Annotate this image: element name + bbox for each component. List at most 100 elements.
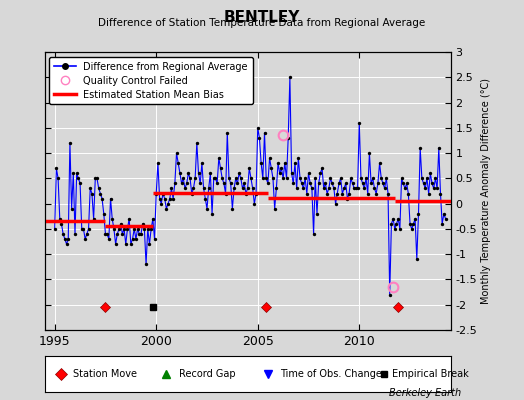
Point [206,170,214,176]
Point [220,180,228,187]
Point [64,236,72,242]
Point [353,185,362,192]
Point [78,226,86,232]
Point [394,216,402,222]
Point [100,210,108,217]
Point [120,226,128,232]
Point [399,180,408,187]
Point [68,206,76,212]
Point [72,170,81,176]
Point [340,185,348,192]
Point [431,175,440,182]
Point [194,170,203,176]
Point [54,175,62,182]
Point [423,175,431,182]
Point [323,190,331,197]
Point [390,226,399,232]
Point [123,226,132,232]
Point [79,226,88,232]
Point [108,216,116,222]
Point [397,175,406,182]
Point [380,185,389,192]
Point [52,165,61,172]
Point [179,175,188,182]
Point [291,160,299,166]
Point [66,140,74,146]
Point [265,155,274,161]
Point [245,165,254,172]
Point [299,185,308,192]
Point [178,180,186,187]
Point [203,206,211,212]
Point [430,185,438,192]
Point [434,145,443,151]
Point [441,216,450,222]
Point [122,241,130,247]
Point [106,195,115,202]
Point [215,155,223,161]
Point [274,160,282,166]
Point [389,216,397,222]
Point [392,221,401,227]
Point [282,175,291,182]
Point [292,185,301,192]
Point [147,226,155,232]
Point [360,185,368,192]
Point [362,175,370,182]
Text: Difference of Station Temperature Data from Regional Average: Difference of Station Temperature Data f… [99,18,425,28]
Point [84,226,93,232]
Point [382,175,390,182]
Point [357,175,365,182]
Point [264,180,272,187]
Point [204,185,213,192]
Point [216,165,225,172]
Point [218,175,226,182]
Point [364,190,372,197]
Point [174,160,182,166]
Point [368,175,377,182]
Point [328,180,336,187]
Point [101,231,110,237]
Point [277,165,286,172]
Point [345,190,353,197]
Point [167,185,176,192]
Point [365,150,374,156]
Point [296,175,304,182]
Point [262,175,270,182]
Point [286,74,294,80]
Point [350,185,358,192]
Point [145,241,154,247]
Point [210,175,218,182]
Point [188,190,196,197]
Point [198,160,206,166]
Point [238,185,247,192]
Point [402,180,411,187]
Point [166,195,174,202]
Point [247,175,255,182]
Point [186,175,194,182]
Point [387,221,396,227]
Point [338,190,346,197]
Point [149,216,157,222]
Point [408,226,416,232]
Point [128,236,137,242]
Point [306,180,314,187]
Point [160,195,169,202]
Text: Time of Obs. Change: Time of Obs. Change [280,369,382,379]
Point [289,180,298,187]
Point [112,241,120,247]
Point [257,160,265,166]
Point [377,175,386,182]
Point [193,140,201,146]
Point [171,180,179,187]
Point [324,185,333,192]
Point [348,180,357,187]
Point [406,221,414,227]
Point [228,206,236,212]
Point [213,180,221,187]
Point [181,185,189,192]
Point [50,226,59,232]
Point [335,180,343,187]
Point [260,130,269,136]
Point [235,170,243,176]
